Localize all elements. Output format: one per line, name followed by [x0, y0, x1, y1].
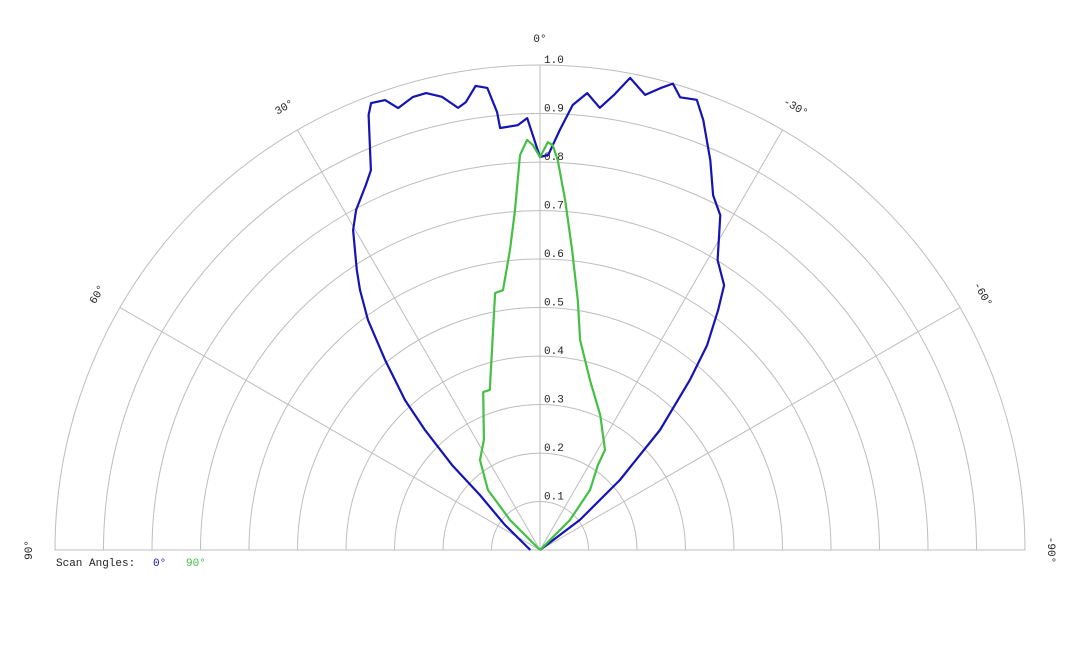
r-tick-label: 0.1 [544, 491, 564, 503]
r-tick-label: 0.6 [544, 249, 564, 261]
theta-tick-label: 0° [533, 34, 546, 46]
legend-entry: 0° [153, 558, 166, 570]
series-line [352, 76, 726, 551]
r-tick-label: 0.8 [544, 152, 564, 164]
r-tick-label: 1.0 [544, 55, 564, 67]
series-line [478, 138, 607, 551]
grid-spoke [539, 307, 961, 551]
r-tick-label: 0.9 [544, 103, 564, 115]
grid-spoke [539, 129, 783, 551]
theta-tick-label: 30° [273, 98, 296, 118]
r-tick-label: 0.7 [544, 200, 564, 212]
theta-tick-label: -30° [781, 96, 810, 120]
r-tick-label: 0.3 [544, 394, 564, 406]
r-tick-label: 0.2 [544, 443, 564, 455]
theta-tick-label: -60° [970, 281, 994, 310]
theta-tick-label: 60° [88, 283, 108, 306]
legend-entry: 90° [186, 558, 206, 570]
grid-spoke [119, 307, 541, 551]
theta-tick-label: 90° [24, 540, 36, 560]
r-tick-label: 0.5 [544, 297, 564, 309]
theta-tick-label: -90° [1044, 537, 1056, 563]
grid-spoke [297, 129, 541, 551]
legend-title: Scan Angles: [56, 558, 135, 570]
r-tick-label: 0.4 [544, 346, 564, 358]
